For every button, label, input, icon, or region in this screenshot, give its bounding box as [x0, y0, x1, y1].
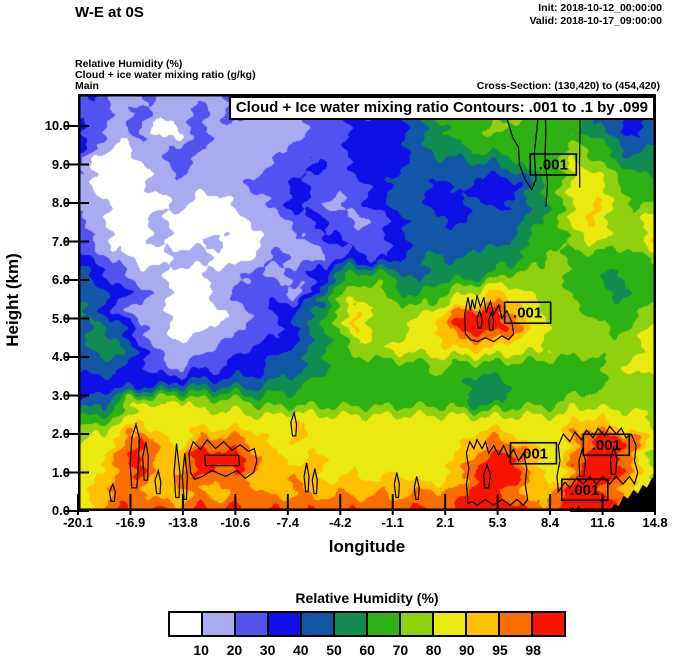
y-axis-label: Height (km) — [3, 253, 22, 347]
field-label-domain: Main — [75, 80, 99, 92]
cloud-mixing-ratio-contour — [503, 93, 539, 191]
colorbar-cell — [432, 611, 467, 637]
contour-label-text: .001 — [539, 157, 568, 174]
x-tick-label: 8.4 — [541, 515, 560, 530]
x-tick-label: -10.6 — [220, 515, 251, 530]
colorbar-cell — [234, 611, 269, 637]
page-title: W-E at 0S — [75, 4, 144, 21]
cross-section-plot-area: .001 .001 .001 .001 .001 Cloud + Ice water m… — [65, 93, 656, 515]
cloud-mixing-ratio-contour — [476, 308, 483, 329]
field-label-rh: Relative Humidity (%) — [75, 58, 183, 70]
cloud-mixing-ratio-contour — [188, 438, 258, 481]
colorbar-tick-label: 98 — [525, 642, 541, 658]
y-tick-label: 6.0 — [51, 272, 70, 287]
y-tick-label: 3.0 — [51, 387, 70, 403]
colorbar-cell — [399, 611, 434, 637]
contour-overlay: .001 .001 .001 .001 .001 — [65, 93, 656, 515]
cross-section-coords: Cross-Section: (130,420) to (454,420) — [476, 80, 660, 92]
colorbar-cell — [300, 611, 335, 637]
colorbar-cell — [333, 611, 368, 637]
contour-label-box — [509, 441, 558, 465]
contour-label-box — [503, 301, 552, 325]
x-tick-label: 11.6 — [590, 515, 615, 530]
plot-frame — [78, 94, 656, 511]
y-tick-label: 8.0 — [51, 195, 70, 210]
colorbar-tick-label: 30 — [259, 642, 276, 658]
cloud-mixing-ratio-contour — [413, 476, 420, 500]
contour-label-text: .001 — [519, 445, 548, 462]
colorbar-cell — [168, 611, 203, 637]
colorbar-tick-label: 50 — [326, 642, 342, 658]
x-tick-label: 2.1 — [436, 515, 455, 530]
y-tick-label: 10.0 — [44, 118, 70, 133]
rh-colorbar — [168, 611, 566, 637]
y-tick-label: 9.0 — [51, 156, 70, 172]
colorbar-tick-label: 60 — [359, 642, 375, 658]
contour-label-box — [582, 433, 631, 457]
cloud-mixing-ratio-contour — [181, 453, 188, 500]
colorbar-tick-label: 90 — [459, 642, 475, 658]
x-tick-label: 5.3 — [488, 515, 507, 530]
colorbar-tick-label: 80 — [425, 642, 442, 658]
y-tick-label: 2.0 — [51, 426, 70, 441]
field-label-cloud-ice: Cloud + ice water mixing ratio (g/kg) — [75, 69, 256, 81]
y-tick-label: 4.0 — [51, 349, 70, 364]
plot-title: Cloud + Ice water mixing ratio Contours:… — [228, 96, 655, 120]
cloud-mixing-ratio-contour — [465, 438, 529, 507]
colorbar-tick-label: 70 — [392, 642, 409, 658]
cloud-mixing-ratio-contour — [141, 441, 150, 481]
x-tick-label: -13.8 — [168, 515, 198, 530]
colorbar-cell — [498, 611, 533, 637]
cloud-mixing-ratio-contour — [393, 472, 400, 499]
x-axis-label: longitude — [328, 537, 406, 556]
contour-label-text: .001 — [570, 482, 599, 499]
cloud-mixing-ratio-contour — [464, 295, 515, 343]
x-tick-label: 14.8 — [642, 515, 668, 530]
cloud-mixing-ratio-contour — [154, 468, 162, 495]
cloud-mixing-ratio-contour — [173, 443, 181, 499]
colorbar-cell — [267, 611, 302, 637]
contour-label-box — [560, 478, 609, 502]
x-tick-label: -20.1 — [63, 515, 93, 530]
colorbar-title: Relative Humidity (%) — [295, 590, 439, 606]
cloud-mixing-ratio-contour — [311, 468, 318, 495]
contour-label-text: .001 — [513, 305, 542, 322]
cloud-mixing-ratio-contour — [129, 422, 140, 489]
colorbar-cell — [465, 611, 500, 637]
colorbar-tick-label: 20 — [226, 642, 243, 658]
cloud-mixing-ratio-contour — [609, 445, 618, 475]
cloud-mixing-ratio-contour — [578, 447, 587, 477]
cloud-mixing-ratio-contour — [303, 462, 310, 493]
y-tick-label: 7.0 — [51, 233, 70, 249]
cloud-mixing-ratio-contour — [488, 310, 495, 331]
colorbar-cell — [531, 611, 566, 637]
x-tick-label: -4.2 — [329, 515, 352, 530]
y-tick-label: 1.0 — [51, 464, 70, 480]
colorbar-tick-label: 95 — [492, 642, 508, 658]
x-tick-label: -7.4 — [276, 515, 300, 530]
contour-label-text: .001 — [592, 437, 621, 454]
cloud-mixing-ratio-contour — [483, 462, 492, 489]
x-tick-label: -16.9 — [115, 515, 146, 530]
cloud-mixing-ratio-contour — [108, 482, 116, 502]
cloud-mixing-ratio-contour — [290, 410, 298, 437]
contour-label-box — [529, 153, 578, 176]
colorbar-tick-label: 10 — [193, 642, 209, 658]
colorbar-cell — [366, 611, 401, 637]
x-tick-label: -1.1 — [381, 515, 404, 530]
terrain-silhouette — [569, 475, 656, 512]
y-tick-label: 5.0 — [51, 310, 70, 326]
init-timestamp: Init: 2018-10-12_00:00:00 — [538, 2, 662, 14]
cloud-mixing-ratio-contour — [204, 454, 241, 467]
valid-timestamp: Valid: 2018-10-17_09:00:00 — [529, 15, 662, 27]
colorbar-cell — [201, 611, 236, 637]
colorbar-tick-label: 40 — [293, 642, 309, 658]
y-tick-label: 0.0 — [51, 503, 70, 518]
